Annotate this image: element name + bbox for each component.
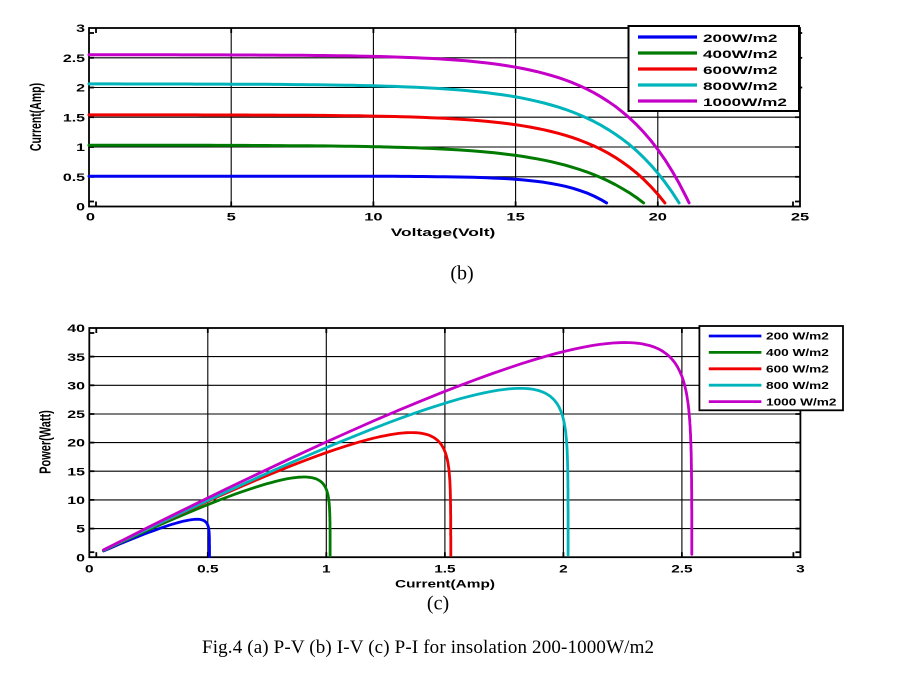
svg-text:(c): (c) bbox=[427, 593, 449, 615]
svg-text:200W/m2: 200W/m2 bbox=[703, 33, 777, 45]
svg-text:20: 20 bbox=[67, 437, 85, 449]
svg-text:5: 5 bbox=[227, 210, 236, 223]
svg-text:0: 0 bbox=[76, 552, 85, 564]
svg-text:1000W/m2: 1000W/m2 bbox=[703, 97, 787, 109]
svg-text:200 W/m2: 200 W/m2 bbox=[766, 330, 829, 342]
svg-text:1.5: 1.5 bbox=[63, 112, 86, 124]
svg-text:800 W/m2: 800 W/m2 bbox=[766, 379, 829, 391]
svg-text:1: 1 bbox=[76, 141, 85, 153]
svg-text:10: 10 bbox=[67, 494, 85, 506]
svg-text:20: 20 bbox=[649, 210, 668, 223]
svg-text:2: 2 bbox=[559, 563, 568, 575]
svg-text:1000 W/m2: 1000 W/m2 bbox=[766, 396, 837, 408]
svg-text:800W/m2: 800W/m2 bbox=[703, 81, 777, 93]
svg-text:Fig.4 (a) P-V (b) I-V (c) P-I: Fig.4 (a) P-V (b) I-V (c) P-I for insola… bbox=[202, 637, 654, 658]
svg-text:15: 15 bbox=[506, 210, 525, 223]
svg-text:3: 3 bbox=[76, 22, 85, 34]
svg-text:35: 35 bbox=[67, 351, 85, 363]
svg-text:0: 0 bbox=[86, 210, 95, 223]
svg-text:600 W/m2: 600 W/m2 bbox=[766, 363, 829, 375]
svg-text:1: 1 bbox=[322, 563, 331, 575]
svg-text:0.5: 0.5 bbox=[63, 171, 86, 183]
svg-text:2.5: 2.5 bbox=[63, 52, 86, 64]
svg-text:3: 3 bbox=[796, 563, 805, 575]
svg-text:5: 5 bbox=[76, 523, 85, 535]
svg-text:Current(Amp): Current(Amp) bbox=[27, 83, 44, 151]
svg-text:15: 15 bbox=[67, 466, 85, 478]
svg-text:0: 0 bbox=[85, 563, 94, 575]
svg-text:25: 25 bbox=[67, 408, 85, 420]
svg-text:Power(Watt): Power(Watt) bbox=[37, 410, 54, 474]
svg-text:Voltage(Volt): Voltage(Volt) bbox=[391, 227, 496, 239]
svg-text:400W/m2: 400W/m2 bbox=[703, 49, 777, 61]
svg-text:2: 2 bbox=[76, 82, 85, 94]
svg-text:Current(Amp): Current(Amp) bbox=[395, 578, 495, 590]
svg-text:2.5: 2.5 bbox=[671, 563, 693, 575]
svg-text:0.5: 0.5 bbox=[197, 563, 219, 575]
svg-text:600W/m2: 600W/m2 bbox=[703, 65, 777, 77]
svg-text:25: 25 bbox=[791, 210, 810, 223]
svg-text:1.5: 1.5 bbox=[434, 563, 456, 575]
svg-text:(b): (b) bbox=[450, 263, 473, 285]
svg-text:400 W/m2: 400 W/m2 bbox=[766, 347, 829, 359]
svg-text:30: 30 bbox=[67, 380, 85, 392]
svg-text:0: 0 bbox=[76, 201, 85, 213]
svg-text:10: 10 bbox=[364, 210, 383, 223]
svg-text:40: 40 bbox=[67, 322, 85, 334]
